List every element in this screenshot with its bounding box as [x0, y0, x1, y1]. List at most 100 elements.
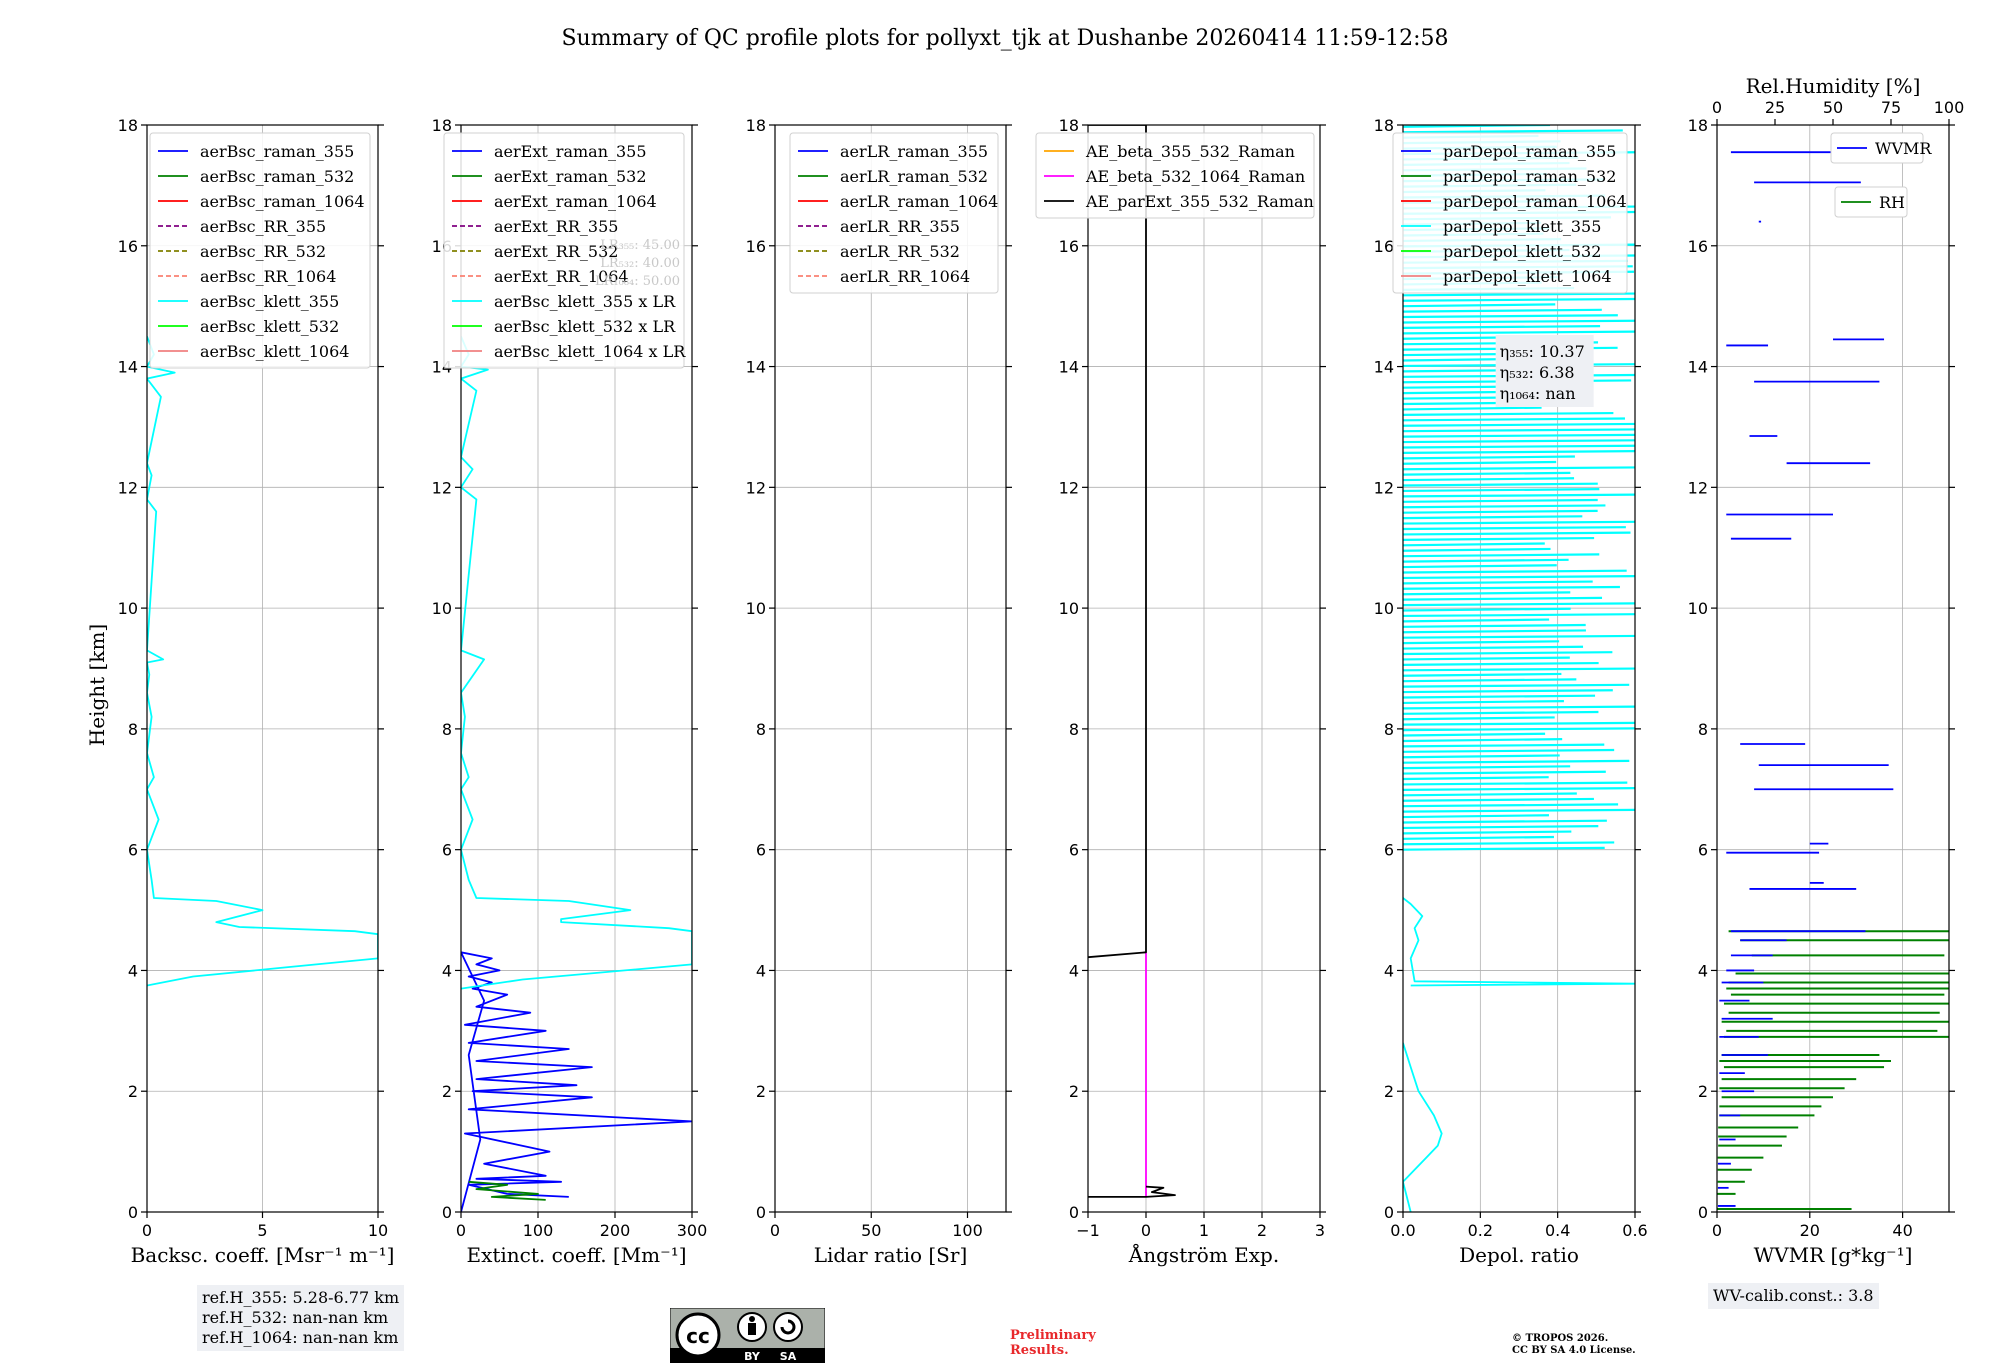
x-tick-label: 100: [952, 1221, 983, 1240]
hatch-line: [1403, 607, 1571, 612]
y-tick-label: 18: [746, 116, 766, 135]
y-tick-label: 8: [1698, 720, 1708, 739]
hatch-line: [1403, 591, 1571, 596]
y-tick-label: 10: [118, 599, 138, 618]
top-x-tick-label: 75: [1881, 98, 1901, 117]
hatch-line: [1403, 460, 1557, 465]
y-tick-label: 2: [442, 1082, 452, 1101]
hatch-line: [1403, 330, 1635, 335]
x-tick-label: 100: [523, 1221, 554, 1240]
y-tick-label: 16: [118, 237, 138, 256]
y-tick-label: 10: [1688, 599, 1708, 618]
y-tick-label: 4: [756, 961, 766, 980]
hatch-line: [1403, 700, 1564, 705]
hatch-line: [1403, 776, 1549, 781]
hatch-line: [1403, 596, 1603, 601]
hatch-line: [1403, 553, 1600, 558]
legend-box: [1830, 132, 1924, 164]
hatch-line: [1403, 129, 1623, 134]
legend: aerExt_raman_355 aerExt_raman_532 aerExt_r…: [443, 132, 686, 369]
hatch-line: [1403, 689, 1613, 694]
preliminary-note: Preliminary Results.: [1010, 1328, 1096, 1358]
top-x-tick-label: 25: [1765, 98, 1785, 117]
top-x-tick-label: 100: [1934, 98, 1965, 117]
y-tick-label: 4: [1384, 961, 1394, 980]
x-tick-label: 3: [1315, 1221, 1325, 1240]
hatch-line: [1403, 297, 1635, 302]
legend-entry: aerBsc_raman_355: [200, 142, 354, 161]
y-tick-label: 12: [1688, 478, 1708, 497]
y-tick-label: 2: [1069, 1082, 1079, 1101]
lr-annotation: LR₃₅₅: 45.00: [600, 238, 680, 253]
x-axis-label: Lidar ratio [Sr]: [814, 1243, 968, 1267]
hatch-line: [1403, 455, 1575, 460]
ref-heights-box: ref.H_355: 5.28-6.77 km ref.H_532: nan-n…: [197, 1285, 405, 1351]
top-x-tick-label: 0: [1712, 98, 1722, 117]
y-tick-label: 12: [432, 478, 452, 497]
legend-entry: AE_beta_532_1064_Raman: [1085, 167, 1305, 186]
legend-entry: aerLR_RR_355: [840, 217, 960, 236]
y-tick-label: 10: [1374, 599, 1394, 618]
panel-frame: [774, 124, 1007, 1213]
hatch-line: [1403, 542, 1545, 547]
legend-entry: aerExt_raman_1064: [494, 192, 657, 211]
hatch-line: [1403, 792, 1577, 797]
hatch-line: [1403, 716, 1555, 721]
eta-annotation: η₁₀₆₄: nan: [1500, 384, 1576, 403]
legend-entry: aerExt_RR_532: [494, 242, 618, 261]
y-tick-label: 6: [1069, 841, 1079, 860]
legend-entry: aerBsc_klett_532 x LR: [494, 317, 676, 336]
x-tick-label: 0.4: [1545, 1221, 1570, 1240]
cc-text: cc: [686, 1324, 710, 1348]
x-tick-label: 50: [861, 1221, 881, 1240]
plot-area: [147, 336, 378, 987]
x-tick-label: 0.0: [1390, 1221, 1415, 1240]
hatch-line: [1403, 808, 1635, 813]
hatch-line: [1403, 585, 1620, 590]
legend-box: [149, 132, 371, 369]
hatch-line: [1403, 509, 1598, 514]
legend-box: [1392, 132, 1628, 294]
hatch-line: [1403, 830, 1572, 835]
y-tick-label: 2: [1384, 1082, 1394, 1101]
hatch-line: [1403, 797, 1594, 802]
y-tick-label: 4: [1698, 961, 1708, 980]
y-tick-label: 16: [746, 237, 766, 256]
sa-text: SA: [780, 1350, 797, 1363]
x-tick-label: 0: [1141, 1221, 1151, 1240]
y-tick-label: 10: [746, 599, 766, 618]
hatch-line: [1403, 748, 1615, 753]
legend-entry: parDepol_raman_1064: [1443, 192, 1627, 211]
panel-frame: [1716, 124, 1950, 1213]
hatch-line: [1403, 661, 1599, 666]
y-tick-label: 2: [128, 1082, 138, 1101]
legend-entry: aerLR_raman_1064: [840, 192, 998, 211]
legend-entry: aerLR_RR_532: [840, 242, 960, 261]
panel-lidar-ratio: 0 50 100 0 2 4 6 8 10 12 14 16 18 Lidar ratio [Sr] aer…: [746, 116, 1012, 1267]
y-tick-label: 8: [1069, 720, 1079, 739]
x-axis-label: WVMR [g*kg⁻¹]: [1754, 1243, 1913, 1267]
y-tick-label: 4: [1069, 961, 1079, 980]
hatch-line: [1403, 602, 1635, 607]
copyright-line-2: CC BY SA 4.0 License.: [1512, 1345, 1636, 1356]
hatch-line: [1403, 814, 1549, 819]
legend-entry: WVMR: [1875, 139, 1932, 158]
series-aerBsc_klett_355: [147, 336, 378, 987]
y-tick-label: 0: [756, 1203, 766, 1222]
y-tick-label: 6: [756, 841, 766, 860]
hatch-line: [1403, 547, 1551, 552]
hatch-line: [1403, 727, 1635, 732]
y-tick-label: 4: [128, 961, 138, 980]
hatch-line: [1403, 835, 1554, 840]
legend-entry: aerBsc_klett_355 x LR: [494, 292, 676, 311]
x-tick-label: 200: [600, 1221, 631, 1240]
x-tick-label: −1: [1076, 1221, 1100, 1240]
hatch-line: [1403, 618, 1550, 623]
hatch-line: [1403, 411, 1614, 416]
preliminary-line-1: Preliminary: [1010, 1328, 1096, 1343]
hatch-line: [1403, 526, 1626, 531]
hatch-line: [1403, 819, 1607, 824]
